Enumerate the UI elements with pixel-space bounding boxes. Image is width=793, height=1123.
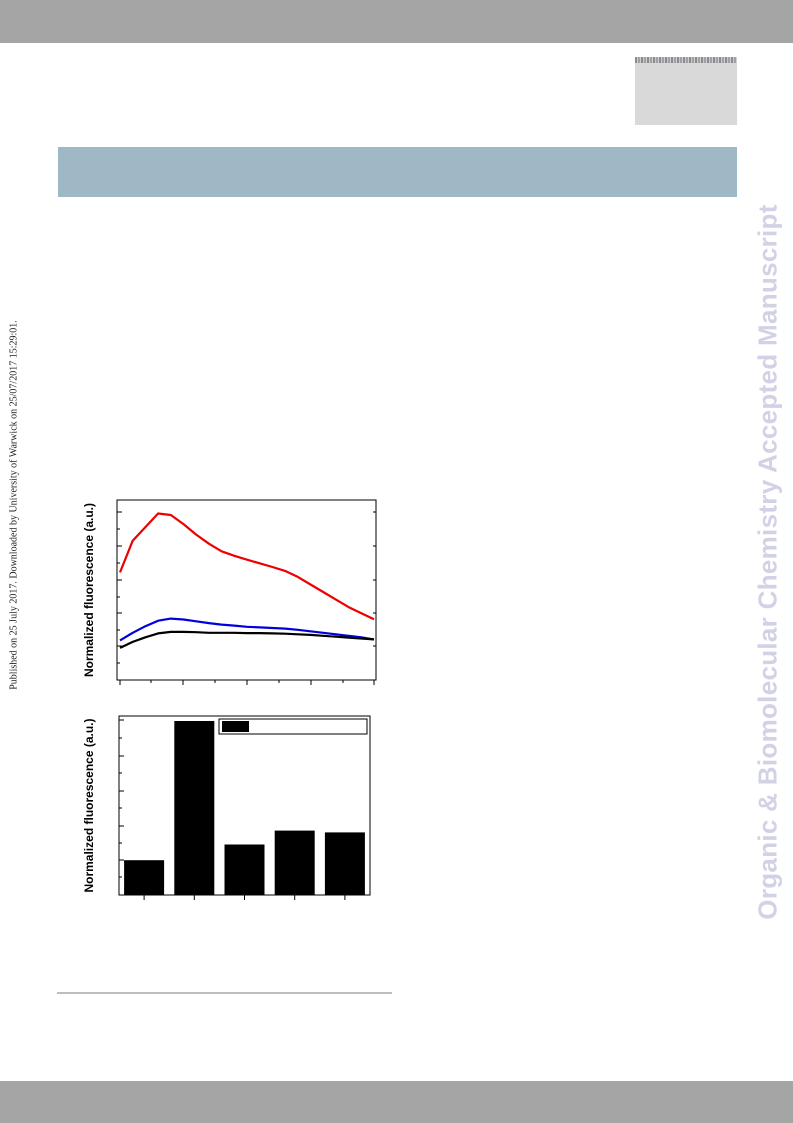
top-bar (0, 0, 793, 43)
bar-legend (218, 718, 368, 735)
bar-1 (124, 860, 165, 895)
logo-strip (635, 57, 737, 63)
legend-box (218, 718, 368, 735)
legend-swatch (222, 721, 249, 732)
line-chart-ylabel: Normalized fluorescence (a.u.) (82, 503, 96, 677)
article-header-band (58, 147, 737, 197)
bar-chart-panel: Normalized fluorescence (a.u.) (82, 715, 371, 900)
footnote-rule (57, 992, 392, 994)
line-series-3 (119, 630, 375, 649)
bar-4 (274, 830, 315, 895)
line-series-1 (118, 512, 375, 621)
bar-3 (224, 844, 265, 895)
bar-5 (324, 832, 365, 895)
bar-chart-ylabel: Normalized fluorescence (a.u.) (82, 718, 96, 892)
line-chart-panel: Normalized fluorescence (a.u.) (82, 499, 377, 685)
bar-2 (174, 721, 215, 895)
journal-logo-placeholder (635, 57, 737, 125)
line-series-2 (119, 617, 375, 642)
plot-frame (116, 499, 377, 681)
bottom-bar (0, 1081, 793, 1123)
